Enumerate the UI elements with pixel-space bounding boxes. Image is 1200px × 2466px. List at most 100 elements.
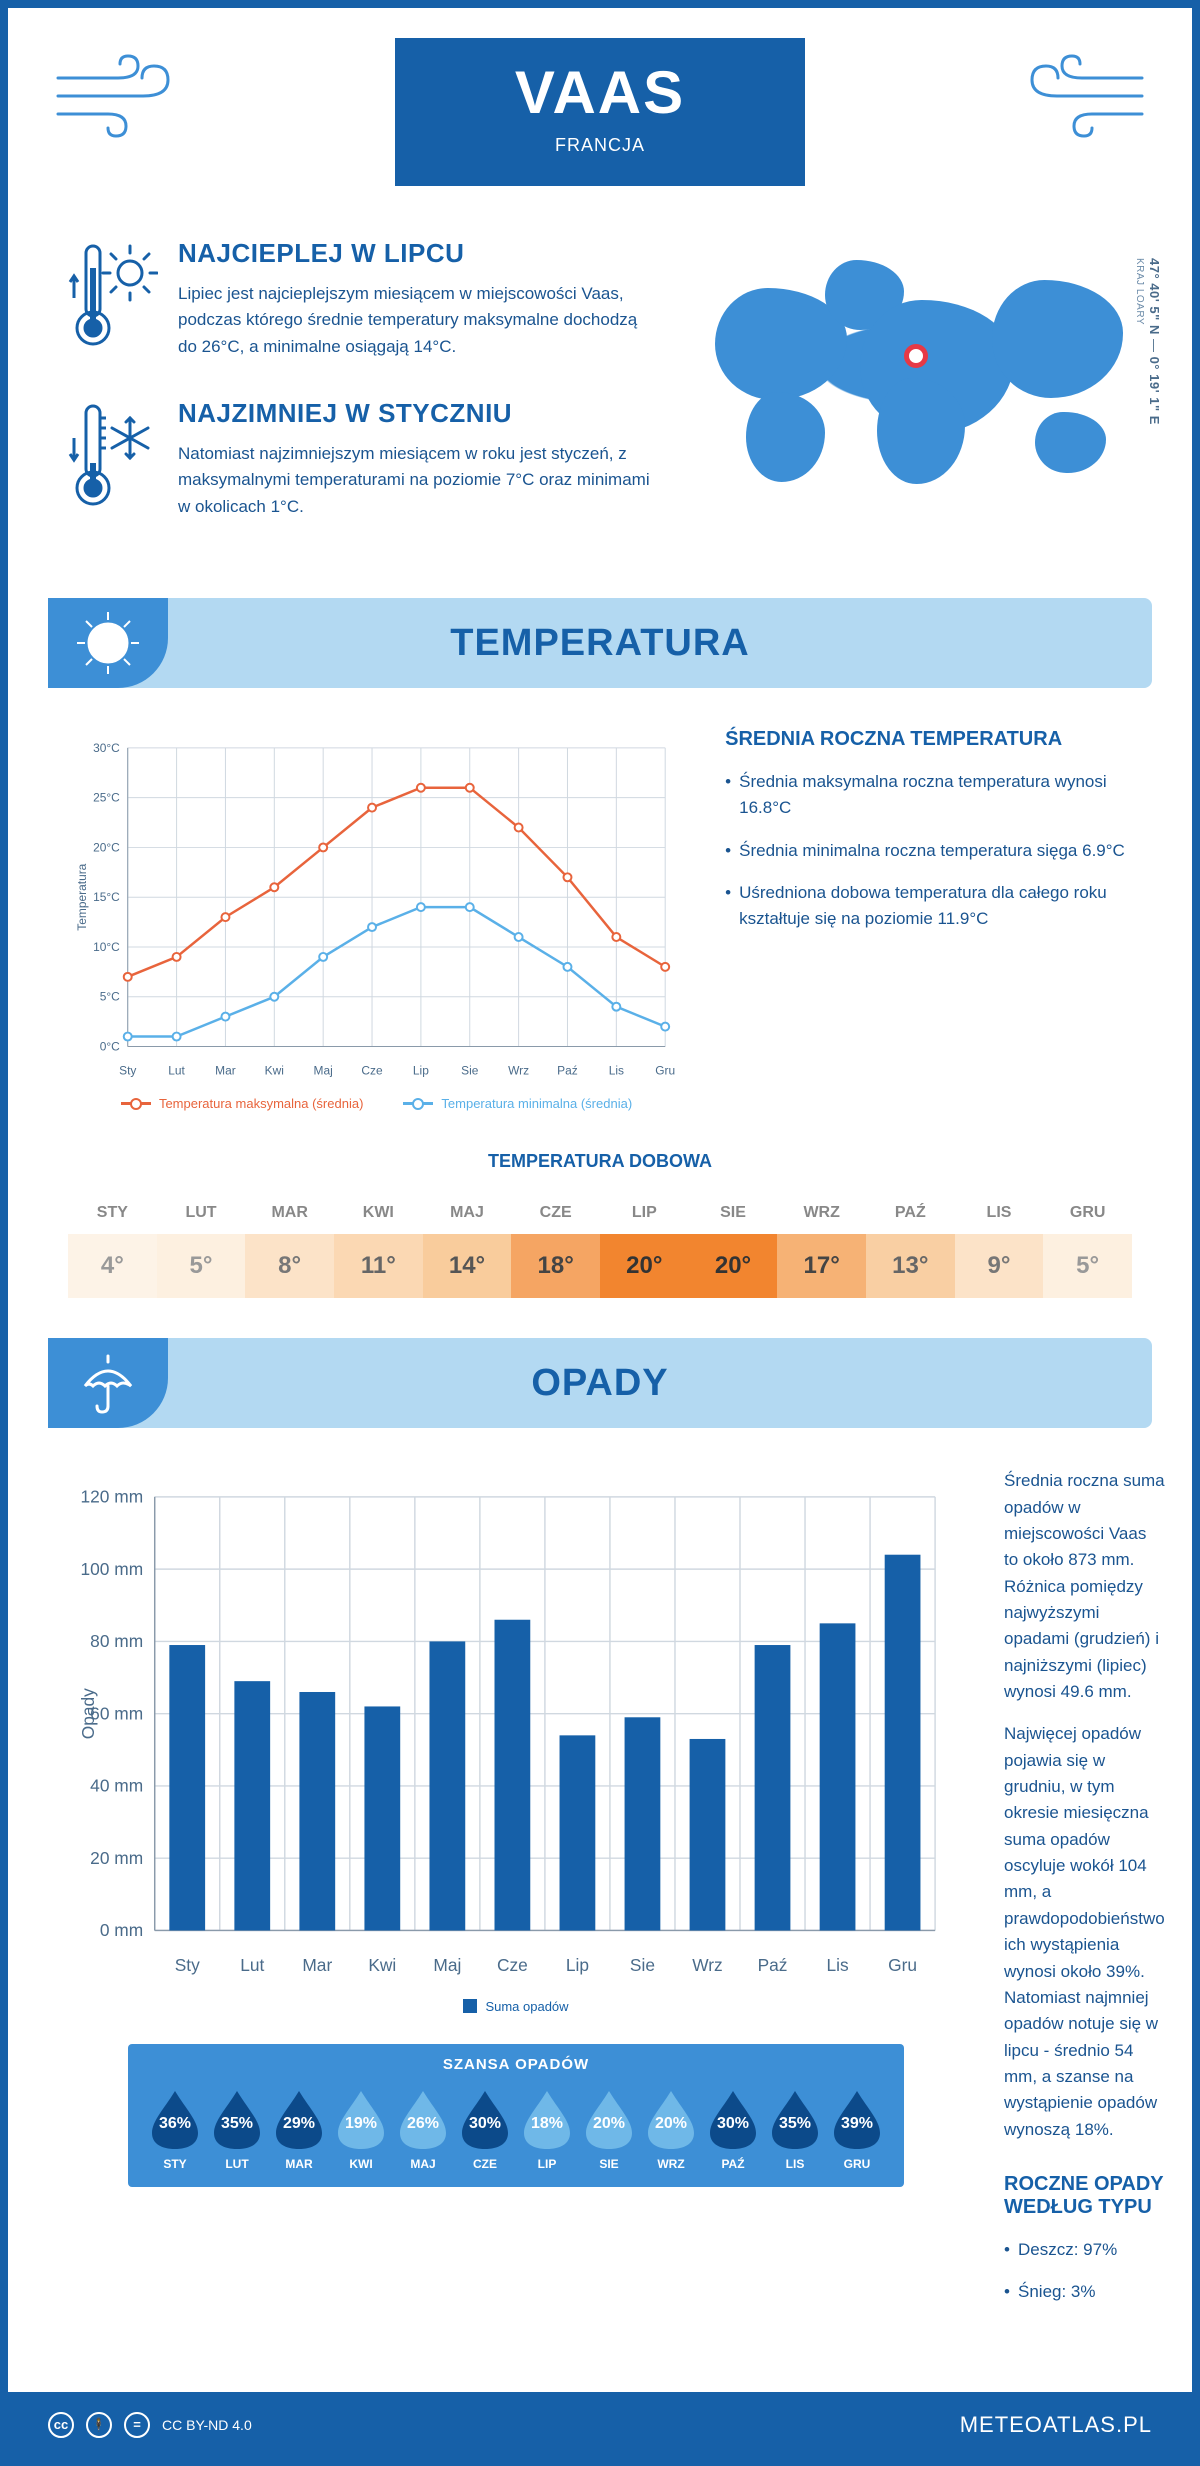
precipitation-heading: OPADY bbox=[178, 1362, 1152, 1405]
svg-text:20 mm: 20 mm bbox=[90, 1848, 143, 1868]
rain-chance-item: 26%MAJ bbox=[396, 2087, 450, 2171]
daily-temp-heading: TEMPERATURA DOBOWA bbox=[68, 1151, 1132, 1172]
svg-text:Lip: Lip bbox=[566, 1955, 589, 1975]
svg-text:Sie: Sie bbox=[461, 1063, 479, 1077]
svg-text:Sie: Sie bbox=[630, 1955, 655, 1975]
daily-temp-cell: 9° bbox=[955, 1234, 1044, 1298]
coldest-heading: NAJZIMNIEJ W STYCZNIU bbox=[178, 398, 653, 429]
nd-icon: = bbox=[124, 2412, 150, 2438]
month-header: MAJ bbox=[423, 1192, 512, 1234]
svg-text:30°C: 30°C bbox=[93, 741, 120, 755]
temperature-banner: TEMPERATURA bbox=[48, 598, 1152, 688]
site-name: METEOATLAS.PL bbox=[960, 2412, 1152, 2438]
svg-text:Maj: Maj bbox=[314, 1063, 333, 1077]
rain-chance-item: 20%SIE bbox=[582, 2087, 636, 2171]
svg-text:5°C: 5°C bbox=[100, 990, 120, 1004]
legend-min: Temperatura minimalna (średnia) bbox=[441, 1096, 632, 1111]
svg-text:Wrz: Wrz bbox=[508, 1063, 529, 1077]
precipitation-chart-row: 0 mm20 mm40 mm60 mm80 mm100 mm120 mmOpad… bbox=[8, 1428, 1192, 2341]
svg-text:Opady: Opady bbox=[78, 1688, 98, 1739]
svg-text:Kwi: Kwi bbox=[368, 1955, 396, 1975]
temp-stat-item: Średnia minimalna roczna temperatura się… bbox=[725, 838, 1132, 864]
svg-text:40 mm: 40 mm bbox=[90, 1776, 143, 1796]
svg-text:Lis: Lis bbox=[609, 1063, 624, 1077]
temperature-line-chart: 0°C5°C10°C15°C20°C25°C30°CStyLutMarKwiMa… bbox=[68, 728, 685, 1086]
daily-temp-cell: 11° bbox=[334, 1234, 423, 1298]
precip-para1: Średnia roczna suma opadów w miejscowośc… bbox=[1004, 1468, 1165, 1705]
license-text: CC BY-ND 4.0 bbox=[162, 2417, 252, 2433]
daily-temp-cell: 5° bbox=[1043, 1234, 1132, 1298]
month-header: LIP bbox=[600, 1192, 689, 1234]
rain-chance-item: 35%LUT bbox=[210, 2087, 264, 2171]
svg-text:60 mm: 60 mm bbox=[90, 1704, 143, 1724]
precipitation-banner: OPADY bbox=[48, 1338, 1152, 1428]
longitude: 0° 19' 1" E bbox=[1147, 357, 1162, 425]
daily-temp-cell: 8° bbox=[245, 1234, 334, 1298]
rain-chance-item: 18%LIP bbox=[520, 2087, 574, 2171]
page-title: VAAS bbox=[515, 58, 685, 127]
daily-temp-cell: 17° bbox=[777, 1234, 866, 1298]
svg-text:10°C: 10°C bbox=[93, 940, 120, 954]
temp-stat-item: Średnia maksymalna roczna temperatura wy… bbox=[725, 769, 1132, 822]
svg-text:Cze: Cze bbox=[497, 1955, 528, 1975]
svg-text:15°C: 15°C bbox=[93, 890, 120, 904]
daily-temp-section: TEMPERATURA DOBOWA STYLUTMARKWIMAJCZELIP… bbox=[8, 1131, 1192, 1338]
wind-icon bbox=[1012, 48, 1152, 143]
precip-para2: Najwięcej opadów pojawia się w grudniu, … bbox=[1004, 1721, 1165, 2143]
svg-text:Gru: Gru bbox=[888, 1955, 917, 1975]
header: VAAS FRANCJA bbox=[8, 8, 1192, 208]
month-header: STY bbox=[68, 1192, 157, 1234]
precip-legend: Suma opadów bbox=[68, 1999, 964, 2014]
svg-text:Mar: Mar bbox=[215, 1063, 236, 1077]
svg-text:Wrz: Wrz bbox=[692, 1955, 722, 1975]
svg-text:0 mm: 0 mm bbox=[100, 1921, 143, 1941]
rain-chance-item: 30%CZE bbox=[458, 2087, 512, 2171]
rain-chance-heading: SZANSA OPADÓW bbox=[148, 2056, 884, 2073]
rain-chance-item: 29%MAR bbox=[272, 2087, 326, 2171]
daily-temp-cell: 5° bbox=[157, 1234, 246, 1298]
legend-max: Temperatura maksymalna (średnia) bbox=[159, 1096, 363, 1111]
umbrella-icon bbox=[48, 1338, 168, 1428]
annual-precip-heading: ROCZNE OPADY WEDŁUG TYPU bbox=[1004, 2173, 1165, 2219]
rain-chance-item: 35%LIS bbox=[768, 2087, 822, 2171]
rain-chance-section: SZANSA OPADÓW 36%STY35%LUT29%MAR19%KWI26… bbox=[128, 2044, 904, 2187]
page-subtitle: FRANCJA bbox=[515, 135, 685, 156]
month-header: PAŹ bbox=[866, 1192, 955, 1234]
hottest-text: Lipiec jest najcieplejszym miesiącem w m… bbox=[178, 281, 653, 360]
sun-icon bbox=[48, 598, 168, 688]
intro-section: NAJCIEPLEJ W LIPCU Lipiec jest najcieple… bbox=[8, 208, 1192, 598]
svg-text:Temperatura: Temperatura bbox=[75, 863, 89, 930]
svg-text:Kwi: Kwi bbox=[265, 1063, 284, 1077]
month-header: MAR bbox=[245, 1192, 334, 1234]
rain-chance-item: 39%GRU bbox=[830, 2087, 884, 2171]
svg-text:Maj: Maj bbox=[433, 1955, 461, 1975]
month-header: GRU bbox=[1043, 1192, 1132, 1234]
svg-text:Lut: Lut bbox=[168, 1063, 185, 1077]
month-header: KWI bbox=[334, 1192, 423, 1234]
svg-text:Paź: Paź bbox=[758, 1955, 788, 1975]
temperature-heading: TEMPERATURA bbox=[178, 622, 1152, 665]
temperature-chart-row: 0°C5°C10°C15°C20°C25°C30°CStyLutMarKwiMa… bbox=[8, 688, 1192, 1131]
thermometer-cold-icon bbox=[68, 398, 158, 523]
page-container: VAAS FRANCJA bbox=[0, 0, 1200, 2466]
svg-text:Gru: Gru bbox=[655, 1063, 675, 1077]
month-header: WRZ bbox=[777, 1192, 866, 1234]
title-banner: VAAS FRANCJA bbox=[395, 38, 805, 186]
month-header: SIE bbox=[689, 1192, 778, 1234]
by-icon: 🕴 bbox=[86, 2412, 112, 2438]
hottest-block: NAJCIEPLEJ W LIPCU Lipiec jest najcieple… bbox=[68, 238, 653, 363]
latitude: 47° 40' 5" N bbox=[1147, 258, 1162, 335]
daily-temp-cell: 4° bbox=[68, 1234, 157, 1298]
temp-stats-heading: ŚREDNIA ROCZNA TEMPERATURA bbox=[725, 728, 1132, 751]
month-header: LUT bbox=[157, 1192, 246, 1234]
svg-text:Paź: Paź bbox=[557, 1063, 578, 1077]
svg-text:Sty: Sty bbox=[175, 1955, 200, 1975]
month-header: CZE bbox=[511, 1192, 600, 1234]
svg-text:80 mm: 80 mm bbox=[90, 1632, 143, 1652]
temp-legend: Temperatura maksymalna (średnia) Tempera… bbox=[68, 1096, 685, 1111]
svg-text:Mar: Mar bbox=[302, 1955, 332, 1975]
svg-text:20°C: 20°C bbox=[93, 840, 120, 854]
coldest-block: NAJZIMNIEJ W STYCZNIU Natomiast najzimni… bbox=[68, 398, 653, 523]
daily-temp-cell: 20° bbox=[600, 1234, 689, 1298]
hottest-heading: NAJCIEPLEJ W LIPCU bbox=[178, 238, 653, 269]
